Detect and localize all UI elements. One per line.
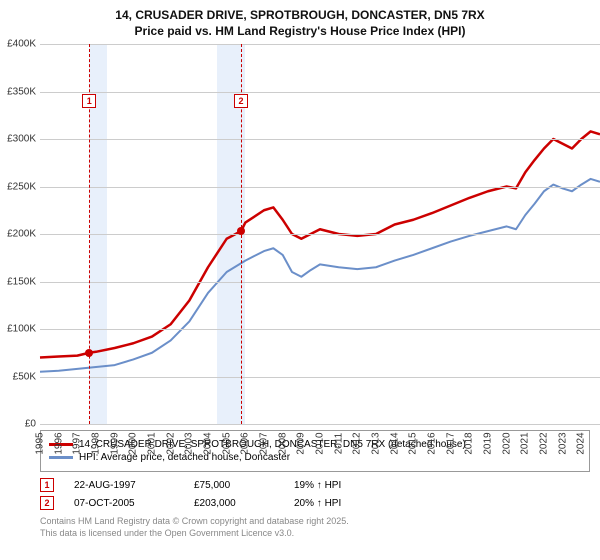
y-tick-label: £400K (7, 39, 36, 50)
x-tick-label: 2006 (240, 432, 251, 454)
attribution-line: This data is licensed under the Open Gov… (40, 528, 590, 540)
x-tick-label: 2019 (483, 432, 494, 454)
x-tick-label: 2015 (408, 432, 419, 454)
x-tick-label: 2024 (576, 432, 587, 454)
x-tick-label: 2023 (557, 432, 568, 454)
y-tick-label: £300K (7, 134, 36, 145)
x-tick-label: 2005 (221, 432, 232, 454)
sale-date: 22-AUG-1997 (74, 480, 174, 491)
y-tick-label: £100K (7, 324, 36, 335)
gridline (40, 139, 600, 140)
x-tick-label: 1999 (109, 432, 120, 454)
x-tick-label: 2000 (128, 432, 139, 454)
y-tick-label: £350K (7, 86, 36, 97)
x-tick-label: 2012 (352, 432, 363, 454)
plot-area: £0£50K£100K£150K£200K£250K£300K£350K£400… (40, 44, 600, 424)
x-tick-label: 2008 (277, 432, 288, 454)
x-tick-label: 1996 (53, 432, 64, 454)
x-tick-label: 2009 (296, 432, 307, 454)
sale-events: 1 22-AUG-1997 £75,000 19% ↑ HPI 2 07-OCT… (40, 478, 590, 510)
sale-row: 2 07-OCT-2005 £203,000 20% ↑ HPI (40, 496, 590, 510)
sale-price: £203,000 (194, 498, 274, 509)
x-tick-label: 2017 (445, 432, 456, 454)
series-line (40, 179, 600, 372)
x-tick-label: 2002 (165, 432, 176, 454)
event-marker-icon: 2 (234, 94, 248, 108)
gridline (40, 92, 600, 93)
x-tick-label: 2022 (539, 432, 550, 454)
x-tick-label: 2014 (389, 432, 400, 454)
series-line (40, 131, 600, 357)
sale-marker-icon: 1 (40, 478, 54, 492)
y-tick-label: £250K (7, 181, 36, 192)
attribution: Contains HM Land Registry data © Crown c… (40, 516, 590, 539)
gridline (40, 234, 600, 235)
gridline (40, 377, 600, 378)
legend-swatch (49, 456, 73, 459)
event-dot-icon (85, 349, 93, 357)
chart-subtitle: Price paid vs. HM Land Registry's House … (0, 22, 600, 44)
gridline (40, 187, 600, 188)
gridline (40, 44, 600, 45)
sale-hpi-delta: 20% ↑ HPI (294, 498, 374, 509)
y-axis: £0£50K£100K£150K£200K£250K£300K£350K£400… (0, 44, 40, 424)
x-tick-label: 2003 (184, 432, 195, 454)
x-tick-label: 2010 (315, 432, 326, 454)
event-marker-icon: 1 (82, 94, 96, 108)
x-tick-label: 2016 (427, 432, 438, 454)
y-tick-label: £150K (7, 276, 36, 287)
x-tick-label: 2004 (203, 432, 214, 454)
x-tick-label: 2018 (464, 432, 475, 454)
x-tick-label: 2001 (147, 432, 158, 454)
sale-marker-icon: 2 (40, 496, 54, 510)
x-tick-label: 2011 (333, 433, 344, 455)
x-tick-label: 2013 (371, 432, 382, 454)
sale-price: £75,000 (194, 480, 274, 491)
x-tick-label: 1998 (91, 432, 102, 454)
x-axis: 1995199619971998199920002001200220032004… (40, 424, 600, 454)
event-dot-icon (237, 227, 245, 235)
price-chart: 14, CRUSADER DRIVE, SPROTBROUGH, DONCAST… (0, 0, 600, 539)
sale-hpi-delta: 19% ↑ HPI (294, 480, 374, 491)
attribution-line: Contains HM Land Registry data © Crown c… (40, 516, 590, 528)
y-tick-label: £50K (13, 371, 36, 382)
gridline (40, 282, 600, 283)
x-tick-label: 2021 (520, 432, 531, 454)
y-tick-label: £200K (7, 229, 36, 240)
x-tick-label: 2007 (259, 432, 270, 454)
x-tick-label: 2020 (501, 432, 512, 454)
sale-date: 07-OCT-2005 (74, 498, 174, 509)
sale-row: 1 22-AUG-1997 £75,000 19% ↑ HPI (40, 478, 590, 492)
x-tick-label: 1995 (35, 432, 46, 454)
x-tick-label: 1997 (72, 432, 83, 454)
gridline (40, 329, 600, 330)
chart-title: 14, CRUSADER DRIVE, SPROTBROUGH, DONCAST… (0, 0, 600, 22)
y-tick-label: £0 (25, 419, 36, 430)
